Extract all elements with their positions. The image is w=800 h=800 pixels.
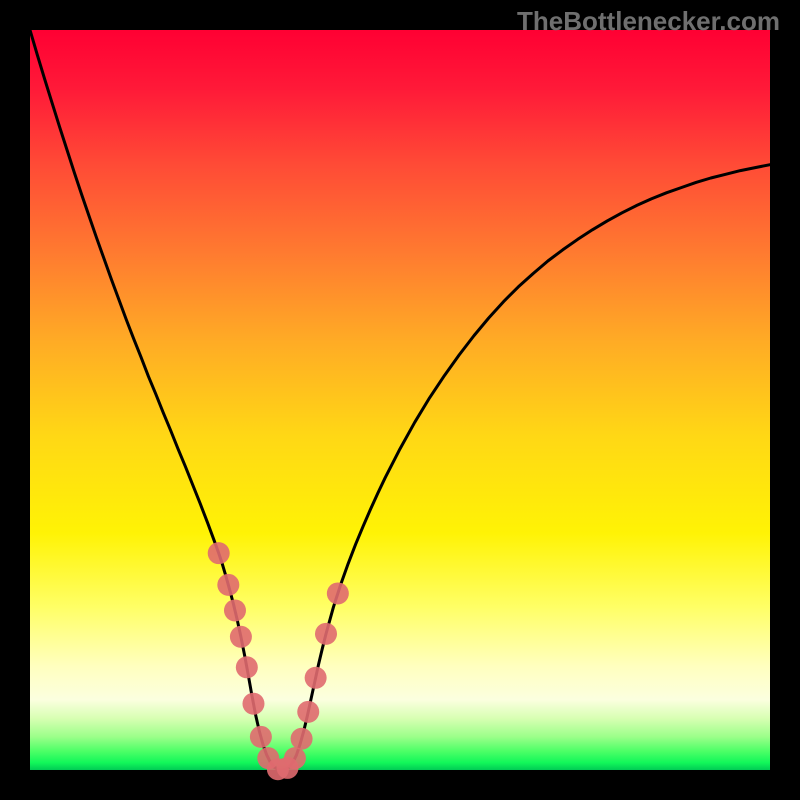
marker-dot	[230, 626, 252, 648]
marker-dot	[297, 701, 319, 723]
bottleneck-curve	[30, 30, 770, 770]
marker-dot	[327, 582, 349, 604]
marker-dot	[217, 574, 239, 596]
marker-dot	[208, 542, 230, 564]
marker-dot	[305, 667, 327, 689]
chart-overlay	[0, 0, 800, 800]
marker-dot	[242, 693, 264, 715]
marker-dot	[284, 747, 306, 769]
marker-dot	[224, 599, 246, 621]
markers-group	[208, 542, 349, 780]
marker-dot	[291, 728, 313, 750]
marker-dot	[315, 623, 337, 645]
chart-stage: TheBottlenecker.com	[0, 0, 800, 800]
marker-dot	[236, 656, 258, 678]
watermark-text: TheBottlenecker.com	[517, 6, 780, 37]
marker-dot	[250, 726, 272, 748]
